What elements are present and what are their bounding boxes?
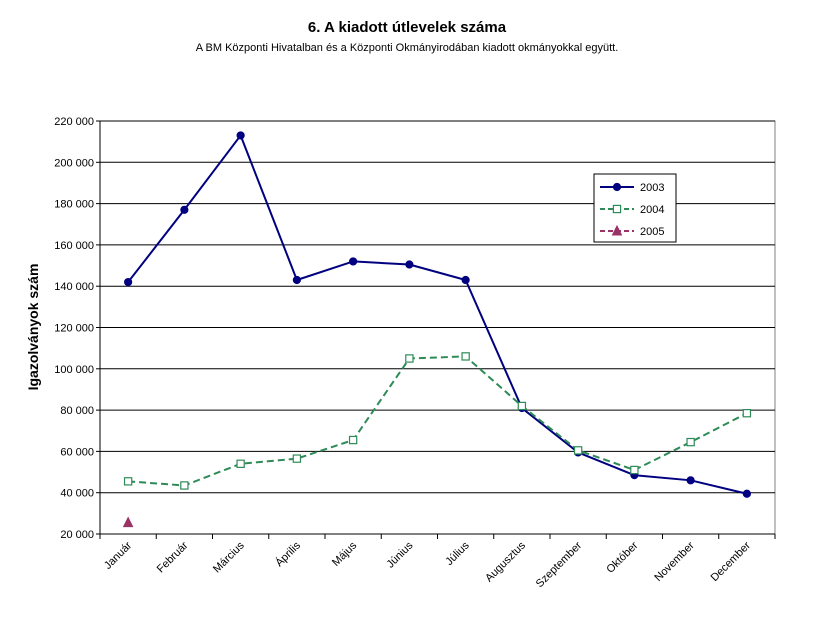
data-point-2004: [686, 437, 695, 447]
y-axis-label: Igazolványok szám: [25, 264, 41, 391]
x-tick-label: Június: [385, 539, 416, 570]
data-point-2003: [292, 275, 301, 285]
plot-area: 20 000 40 000 60 000 80 000 100 000 120 000 14…: [54, 116, 776, 590]
data-point-2004: [573, 446, 583, 455]
x-tick-label: Január: [102, 539, 135, 572]
x-tick-label: Április: [273, 539, 304, 570]
x-tick-label: Augusztus: [483, 539, 528, 584]
legend-box: [593, 173, 677, 243]
y-tick-label: 20 000: [60, 529, 94, 541]
chart-title: 6. A kiadott útlevelek száma: [308, 19, 507, 36]
data-point-2004: [461, 352, 470, 361]
y-tick-label: 60 000: [60, 446, 94, 458]
y-tick-label: 40 000: [60, 488, 94, 500]
x-tick-label: Szeptember: [534, 539, 585, 590]
y-tick-label: 200 000: [54, 157, 94, 169]
legend-marker-2005: [611, 224, 623, 236]
data-point-2004: [236, 459, 245, 468]
x-tick-label: Október: [604, 539, 640, 575]
data-point-2005: [122, 516, 134, 528]
data-point-2004: [630, 465, 639, 475]
y-tick-label: 140 000: [54, 281, 94, 293]
data-point-2004: [292, 454, 302, 463]
legend-label-2005: 2005: [640, 226, 664, 238]
data-point-2003: [124, 277, 133, 287]
legend-label-2004: 2004: [640, 204, 664, 216]
x-tick-label: Március: [211, 539, 247, 575]
data-point-2004: [405, 354, 414, 363]
series-line-2003: [127, 134, 748, 495]
legend-marker-2003: [612, 182, 622, 192]
x-tick-label: December: [709, 539, 754, 584]
x-tick-label: Február: [155, 539, 191, 575]
y-tick-label: 100 000: [54, 364, 94, 376]
data-point-2003: [180, 205, 189, 214]
y-tick-label: 180 000: [54, 199, 94, 211]
chart-subtitle: A BM Központi Hivatalban és a Központi O…: [196, 42, 619, 54]
data-point-2004: [180, 481, 189, 490]
data-point-2004: [517, 401, 527, 411]
data-point-2004: [742, 408, 752, 418]
data-point-2003: [349, 257, 358, 266]
data-point-2003: [236, 131, 245, 140]
x-tick-label: Május: [330, 539, 360, 569]
data-point-2003: [461, 275, 470, 285]
legend-label-2003: 2003: [640, 182, 664, 194]
x-tick-label: Július: [443, 539, 472, 568]
x-tick-label: November: [652, 539, 697, 584]
y-tick-label: 220 000: [54, 116, 94, 128]
y-tick-label: 80 000: [60, 405, 94, 417]
data-point-2003: [686, 476, 695, 485]
y-tick-label: 120 000: [54, 323, 94, 335]
data-point-2003: [405, 260, 414, 269]
y-tick-label: 160 000: [54, 240, 94, 252]
data-point-2004: [123, 477, 133, 486]
legend-marker-2004: [612, 204, 622, 214]
data-point-2003: [742, 489, 751, 498]
data-point-2004: [348, 435, 358, 445]
